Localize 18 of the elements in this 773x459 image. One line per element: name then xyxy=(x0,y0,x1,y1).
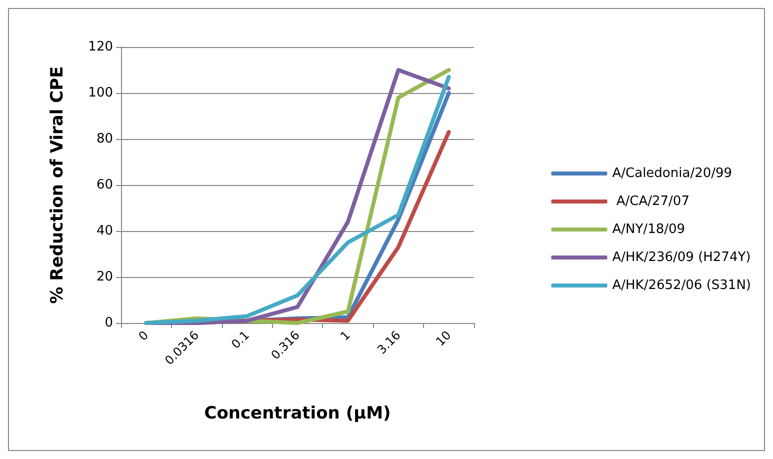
legend-label: A/HK/236/09 (H274Y) xyxy=(612,250,751,265)
legend-label: A/Caledonia/20/99 xyxy=(612,166,732,181)
legend-label: A/HK/2652/06 (S31N) xyxy=(612,278,752,293)
x-tick-label: 10 xyxy=(433,328,454,349)
x-axis-title: Concentration (µM) xyxy=(204,404,391,424)
y-tick-label: 0 xyxy=(104,316,113,330)
legend-label: A/CA/27/07 xyxy=(612,194,690,209)
y-tick-label: 100 xyxy=(88,86,113,100)
x-tick-label: 1 xyxy=(338,328,353,344)
x-tick-label: 0 xyxy=(136,328,152,344)
legend-label: A/NY/18/09 xyxy=(612,222,686,237)
y-tick-label: 120 xyxy=(88,40,113,54)
y-tick-label: 80 xyxy=(96,132,113,146)
y-axis-title: % Reduction of Viral CPE xyxy=(48,66,68,304)
y-tick-label: 60 xyxy=(96,178,113,192)
y-tick-label: 20 xyxy=(96,270,113,284)
y-tick-label: 40 xyxy=(96,224,113,238)
x-tick-label: 0.1 xyxy=(228,328,252,352)
